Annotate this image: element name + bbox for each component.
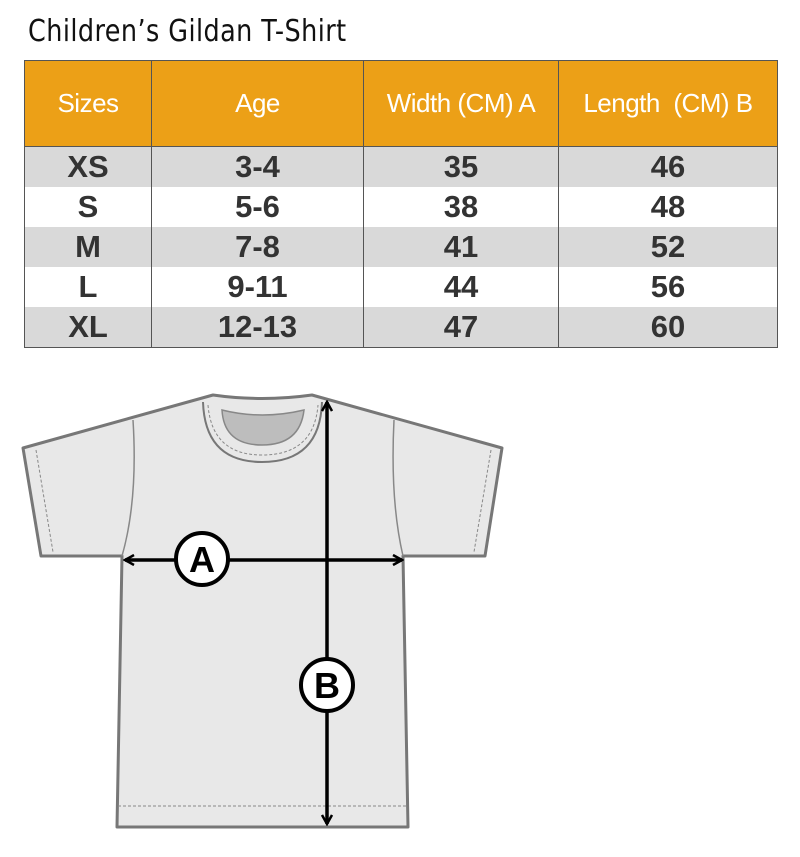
width: 38 bbox=[363, 187, 559, 227]
table-row: M 7-8 41 52 bbox=[24, 227, 778, 267]
length: 56 bbox=[558, 267, 778, 307]
width: 35 bbox=[363, 146, 559, 187]
right-sleeve-stitch bbox=[473, 449, 492, 553]
header-length: Length (CM) B bbox=[558, 60, 778, 147]
width: 44 bbox=[363, 267, 559, 307]
header-width: Width (CM) A bbox=[363, 60, 559, 147]
header-age: Age bbox=[151, 60, 364, 147]
length: 48 bbox=[558, 187, 778, 227]
age: 7-8 bbox=[151, 227, 364, 267]
label-a: A bbox=[189, 539, 215, 580]
label-a-badge: A bbox=[174, 531, 230, 587]
age: 5-6 bbox=[151, 187, 364, 227]
size: M bbox=[24, 227, 152, 267]
size: S bbox=[24, 187, 152, 227]
size-chart-table: Sizes Age Width (CM) A Length (CM) B XS 3… bbox=[24, 60, 778, 348]
size: XL bbox=[24, 307, 152, 348]
label-b: B bbox=[314, 665, 340, 706]
label-b-badge: B bbox=[299, 657, 355, 713]
header-sizes: Sizes bbox=[24, 60, 152, 147]
collar bbox=[202, 401, 323, 464]
collar-stitch bbox=[207, 404, 319, 456]
size: XS bbox=[24, 146, 152, 187]
tshirt-outline bbox=[21, 393, 504, 829]
right-sleeve-seam bbox=[392, 419, 404, 557]
table-row: XS 3-4 35 46 bbox=[24, 146, 778, 187]
width: 41 bbox=[363, 227, 559, 267]
length: 60 bbox=[558, 307, 778, 348]
size: L bbox=[24, 267, 152, 307]
table-row: L 9-11 44 56 bbox=[24, 267, 778, 307]
table-row: S 5-6 38 48 bbox=[24, 187, 778, 227]
page-title: Children’s Gildan T-Shirt bbox=[28, 14, 347, 49]
back-neck bbox=[221, 409, 305, 446]
table-row: XL 12-13 47 60 bbox=[24, 307, 778, 348]
header-row: Sizes Age Width (CM) A Length (CM) B bbox=[24, 60, 778, 147]
age: 9-11 bbox=[151, 267, 364, 307]
left-sleeve-stitch bbox=[35, 449, 54, 553]
length: 52 bbox=[558, 227, 778, 267]
age: 3-4 bbox=[151, 146, 364, 187]
left-sleeve-seam bbox=[121, 419, 135, 557]
length: 46 bbox=[558, 146, 778, 187]
age: 12-13 bbox=[151, 307, 364, 348]
width: 47 bbox=[363, 307, 559, 348]
